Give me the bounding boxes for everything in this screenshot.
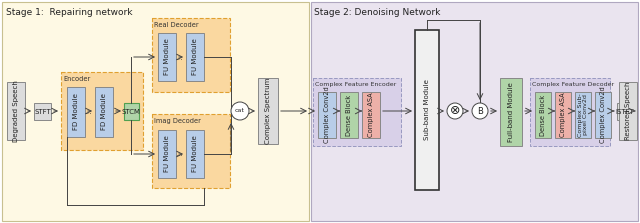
- Text: cat: cat: [235, 109, 245, 114]
- Text: Complex Sub-
pixel Conv2d: Complex Sub- pixel Conv2d: [578, 93, 588, 137]
- Text: Sub-band Module: Sub-band Module: [424, 80, 430, 140]
- Text: Complex Conv2d: Complex Conv2d: [600, 87, 606, 143]
- Bar: [152, 18, 230, 92]
- Bar: [95, 87, 113, 137]
- Bar: [61, 72, 143, 150]
- Text: FU Module: FU Module: [192, 136, 198, 172]
- Bar: [67, 87, 85, 137]
- Bar: [415, 30, 439, 190]
- Text: Restored Speech: Restored Speech: [625, 82, 631, 140]
- Text: Complex Feature Encoder: Complex Feature Encoder: [315, 82, 396, 87]
- Bar: [124, 103, 139, 120]
- Bar: [158, 130, 176, 178]
- Text: ISTFT: ISTFT: [615, 109, 634, 114]
- Text: ...: ...: [175, 149, 183, 159]
- Circle shape: [447, 103, 463, 119]
- Text: FD Module: FD Module: [73, 94, 79, 130]
- Bar: [500, 78, 522, 146]
- Bar: [340, 92, 358, 138]
- Text: Complex Spectrum: Complex Spectrum: [265, 78, 271, 144]
- Text: ...: ...: [175, 52, 183, 62]
- Circle shape: [472, 103, 488, 119]
- Text: FU Module: FU Module: [192, 39, 198, 75]
- Text: Complex Conv2d: Complex Conv2d: [324, 87, 330, 143]
- Text: FD Module: FD Module: [101, 94, 107, 130]
- Text: FU Module: FU Module: [164, 136, 170, 172]
- Text: ...: ...: [84, 107, 92, 116]
- Text: Imag Decoder: Imag Decoder: [154, 118, 201, 124]
- Bar: [595, 92, 611, 138]
- Circle shape: [231, 102, 249, 120]
- Text: Complex Feature Decoder: Complex Feature Decoder: [532, 82, 614, 87]
- Bar: [535, 92, 551, 138]
- Bar: [186, 33, 204, 81]
- Bar: [2, 2, 309, 221]
- Bar: [186, 130, 204, 178]
- Bar: [258, 78, 278, 144]
- Text: ⊗: ⊗: [450, 105, 460, 118]
- Text: Complex ASA: Complex ASA: [560, 93, 566, 137]
- Text: FU Module: FU Module: [164, 39, 170, 75]
- Bar: [318, 92, 336, 138]
- Bar: [575, 92, 591, 138]
- Bar: [152, 114, 230, 188]
- Bar: [617, 103, 632, 120]
- Text: STCM: STCM: [122, 109, 141, 114]
- Text: Dense Block: Dense Block: [346, 94, 352, 136]
- Bar: [555, 92, 571, 138]
- Bar: [34, 103, 51, 120]
- Bar: [530, 78, 610, 146]
- Text: Encoder: Encoder: [63, 76, 90, 82]
- Text: Dense Block: Dense Block: [540, 94, 546, 136]
- Bar: [158, 33, 176, 81]
- Bar: [7, 82, 25, 140]
- Text: Stage 1:  Repairing network: Stage 1: Repairing network: [6, 8, 132, 17]
- Text: Real Decoder: Real Decoder: [154, 22, 198, 28]
- Text: Full-band Module: Full-band Module: [508, 82, 514, 142]
- Text: Stage 2: Denoising Network: Stage 2: Denoising Network: [314, 8, 440, 17]
- Text: Degraded Speech: Degraded Speech: [13, 80, 19, 142]
- Text: B: B: [477, 107, 483, 116]
- Bar: [313, 78, 401, 146]
- Bar: [362, 92, 380, 138]
- Text: STFT: STFT: [34, 109, 51, 114]
- Bar: [311, 2, 638, 221]
- Bar: [619, 82, 637, 140]
- Text: Complex ASA: Complex ASA: [368, 93, 374, 137]
